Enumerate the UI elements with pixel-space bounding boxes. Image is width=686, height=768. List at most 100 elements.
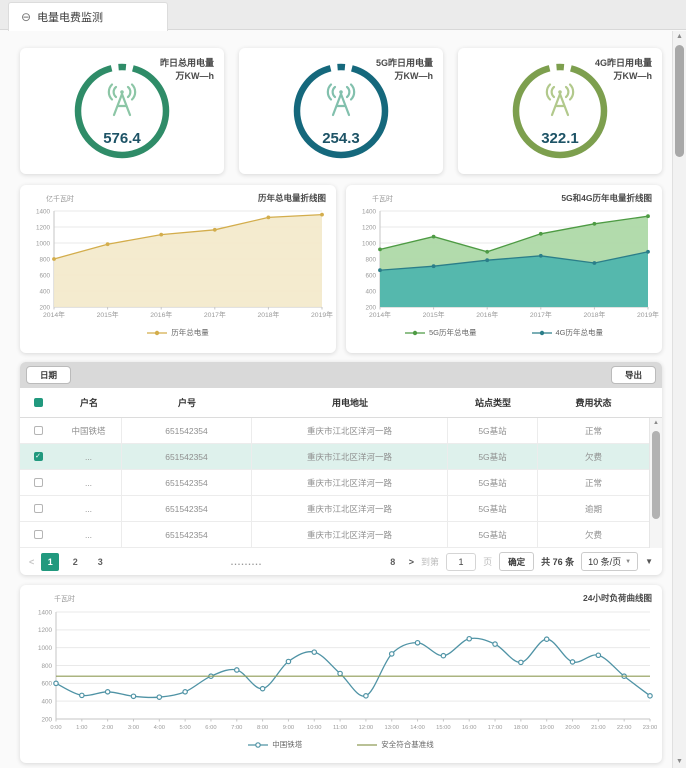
svg-text:0:00: 0:00 [50,725,61,731]
table-body: 中国铁塔 651542354 重庆市江北区洋河一路 5G基站 正常 ✓... 6515423… [20,418,662,548]
scroll-up-icon[interactable]: ▲ [676,33,683,40]
legend-marker-icon [248,741,269,748]
svg-text:1400: 1400 [38,609,53,616]
chart-legend[interactable]: 历年总电量 [20,324,336,341]
antenna-tower-icon [545,83,575,117]
page-button-last[interactable]: 8 [390,556,396,567]
kpi-label: 4G昨日用电量 万KW—h [595,57,652,82]
row-checkbox[interactable] [33,478,43,487]
table-row[interactable]: ... 651542354 重庆市江北区洋河一路 5G基站 正常 [20,470,649,496]
scroll-up-icon[interactable]: ▲ [653,420,659,426]
cell-site-type: 5G基站 [448,418,538,443]
row-checkbox[interactable] [33,426,43,435]
legend-item[interactable]: 5G历年总电量 [404,327,477,338]
select-all-checkbox[interactable] [33,398,43,407]
prev-page-button[interactable]: < [29,556,35,567]
svg-text:2016年: 2016年 [476,310,498,319]
kpi-card: 5G昨日用电量 万KW—h 254.3 [239,48,443,174]
page-button-1[interactable]: 1 [41,552,60,571]
svg-text:1000: 1000 [36,240,51,247]
confirm-button[interactable]: 确定 [499,552,535,571]
cell-account-name: ... [56,444,122,469]
chart-legend[interactable]: 中国铁塔 安全符合基准线 [20,736,662,753]
row-checkbox[interactable] [33,504,43,513]
svg-text:600: 600 [41,681,52,688]
kpi-label: 5G昨日用电量 万KW—h [376,57,433,82]
date-filter-button[interactable]: 日期 [26,366,72,384]
column-header-fee-status[interactable]: 费用状态 [575,398,612,408]
column-header-name[interactable]: 户名 [79,398,98,408]
antenna-tower-icon [326,83,356,117]
svg-text:2017年: 2017年 [204,310,226,319]
load-curve-chart: 200 400 600 800 1000 1200 1400 0:00 1:00 2:00 3:00… [38,609,657,731]
svg-text:400: 400 [39,288,50,295]
svg-text:2018年: 2018年 [583,310,605,319]
svg-text:800: 800 [365,256,376,263]
page-size-select[interactable]: 10 条/页 ▼ [581,552,639,571]
svg-text:2:00: 2:00 [102,725,113,731]
row-checkbox-cell: ✓ [20,444,56,469]
tab-bar: ⊖ 电量电费监测 [0,0,686,31]
svg-text:2015年: 2015年 [97,310,119,319]
tab-label: 电量电费监测 [37,12,104,24]
svg-text:2017年: 2017年 [530,310,552,319]
kpi-value: 576.4 [103,130,141,147]
svg-text:1:00: 1:00 [76,725,87,731]
scroll-down-icon[interactable]: ▼ [645,557,653,566]
svg-text:16:00: 16:00 [462,725,477,731]
scrollbar-thumb[interactable] [675,45,684,157]
svg-text:1200: 1200 [362,224,377,231]
svg-text:1200: 1200 [38,627,53,634]
page-button-2[interactable]: 2 [72,556,78,567]
tab-power-monitor[interactable]: ⊖ 电量电费监测 [8,2,168,31]
goto-page-input[interactable] [446,552,477,571]
cell-site-type: 5G基站 [448,496,538,521]
page-scrollbar[interactable]: ▲ ▼ [672,31,686,768]
row-checkbox[interactable]: ✓ [33,452,43,461]
table-row[interactable]: ✓... 651542354 重庆市江北区洋河一路 5G基站 欠费 [20,444,649,470]
column-header-account[interactable]: 户号 [177,398,196,408]
column-header-address[interactable]: 用电地址 [331,398,368,408]
legend-item[interactable]: 中国铁塔 [248,739,302,750]
chart-legend[interactable]: 5G历年总电量 4G历年总电量 [346,324,662,341]
legend-item[interactable]: 4G历年总电量 [531,327,604,338]
svg-text:12:00: 12:00 [359,725,374,731]
cell-fee-status: 正常 [584,425,602,436]
total-power-history-card: 亿千瓦时 历年总电量折线图 200 400 600 800 1000 1200 1400 20… [20,185,336,353]
next-page-button[interactable]: > [408,556,415,567]
svg-text:18:00: 18:00 [514,725,529,731]
y-axis-unit: 亿千瓦时 [46,196,74,203]
svg-text:4:00: 4:00 [154,725,165,731]
pagination: < 1 2 3 ......... 8 > 到第 页 确定 共 76 条 10 … [20,548,662,575]
ring-gauge: 322.1 [512,63,608,159]
export-button[interactable]: 导出 [610,366,656,384]
table-header: 户名 户号 用电地址 站点类型 费用状态 [20,388,662,418]
legend-marker-icon [147,330,168,335]
row-checkbox-cell [20,496,56,521]
svg-text:200: 200 [41,716,52,723]
dashboard-content: 昨日总用电量 万KW—h 576.4 5G昨日用电量 万KW—h 254.3 4G昨日用电量… [0,31,672,768]
svg-text:14:00: 14:00 [410,725,425,731]
kpi-card: 昨日总用电量 万KW—h 576.4 [20,48,224,174]
page-button-3[interactable]: 3 [97,556,103,567]
svg-text:800: 800 [41,663,52,670]
cell-address: 重庆市江北区洋河一路 [252,522,448,547]
svg-text:1000: 1000 [362,240,377,247]
table-scrollbar[interactable]: ▲ [649,418,662,548]
legend-label: 安全符合基准线 [381,740,434,749]
cell-site-type: 5G基站 [448,522,538,547]
legend-label: 4G历年总电量 [555,328,604,337]
column-header-site-type[interactable]: 站点类型 [474,398,511,408]
legend-item[interactable]: 历年总电量 [147,327,209,338]
table-row[interactable]: ... 651542354 重庆市江北区洋河一路 5G基站 欠费 [20,522,649,548]
table-row[interactable]: 中国铁塔 651542354 重庆市江北区洋河一路 5G基站 正常 [20,418,649,444]
kpi-label: 昨日总用电量 万KW—h [160,57,214,82]
kpi-label-line1: 5G昨日用电量 [375,58,433,68]
svg-text:2015年: 2015年 [423,310,445,319]
scroll-down-icon[interactable]: ▼ [676,758,683,765]
row-checkbox[interactable] [33,530,43,539]
table-row[interactable]: ... 651542354 重庆市江北区洋河一路 5G基站 逾期 [20,496,649,522]
legend-item[interactable]: 安全符合基准线 [357,739,434,750]
scrollbar-thumb[interactable] [652,431,660,519]
svg-text:600: 600 [39,272,50,279]
